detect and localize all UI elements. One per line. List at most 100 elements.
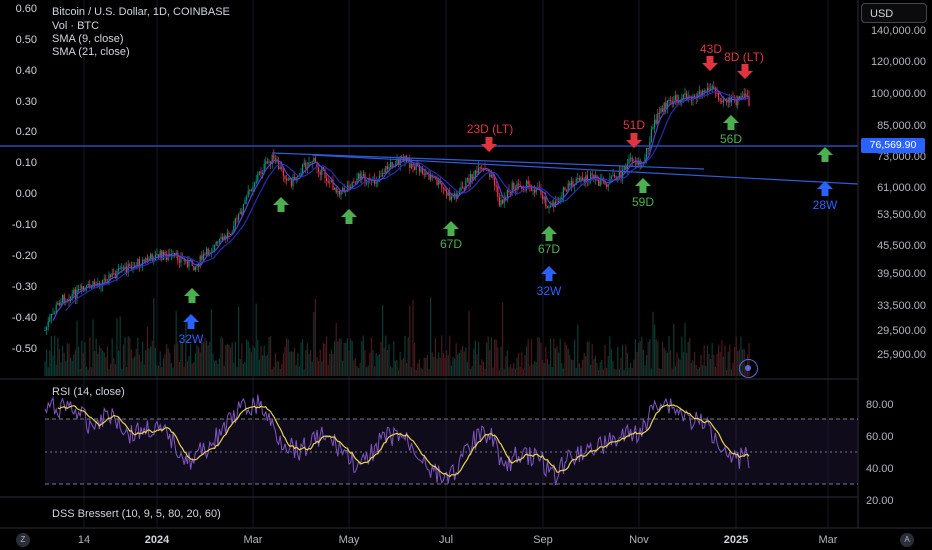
candle-body [329, 182, 331, 184]
volume-bar [306, 343, 308, 376]
rsi-axis-label: 20.00 [866, 495, 894, 507]
volume-bar [486, 342, 488, 376]
volume-bar [562, 368, 564, 376]
candle-body [254, 183, 256, 187]
zoom-reset-button[interactable]: Z [16, 533, 30, 547]
volume-bar [650, 368, 652, 376]
candle-body [668, 100, 670, 102]
volume-bar [322, 343, 324, 376]
candle-body [63, 294, 65, 303]
volume-bar [730, 369, 732, 376]
candle-body [630, 157, 632, 159]
volume-bar [556, 346, 558, 376]
volume-bar [734, 346, 736, 376]
candle-body [545, 196, 547, 207]
candle-body [183, 258, 185, 262]
candle-body [234, 218, 236, 227]
candle-body [631, 157, 633, 162]
volume-bar [335, 322, 337, 376]
candle-body [721, 100, 723, 103]
descending-trendline-upper[interactable] [271, 152, 705, 170]
candle-body [412, 164, 414, 167]
volume-bar [646, 354, 648, 376]
candle-body [591, 173, 593, 175]
volume-bar [727, 351, 729, 376]
candle-body [313, 157, 315, 162]
volume-bar [225, 345, 227, 376]
add-indicator-icon[interactable] [739, 359, 758, 378]
candle-body [674, 95, 676, 102]
candle-body [714, 88, 716, 93]
candle-body [535, 187, 537, 193]
volume-bar [554, 348, 556, 376]
volume-bar [66, 343, 68, 376]
volume-bar [538, 337, 540, 376]
candle-body [194, 266, 196, 271]
candle-body [735, 99, 737, 106]
volume-bar [500, 346, 502, 376]
volume-bar [444, 357, 446, 376]
volume-bar [270, 335, 272, 376]
volume-bar [311, 361, 313, 376]
candle-body [134, 265, 136, 268]
left-axis-label: 0.00 [16, 188, 37, 200]
candle-body [532, 189, 534, 191]
volume-bar [641, 336, 643, 376]
candle-body [318, 167, 320, 173]
green-up-arrow [341, 209, 357, 224]
volume-bar [289, 352, 291, 376]
candle-body [526, 180, 528, 190]
volume-bar [292, 351, 294, 376]
volume-bar [78, 346, 80, 376]
annotation-label: 32W [537, 284, 562, 298]
candle-body [479, 167, 481, 169]
volume-legend[interactable]: Vol · BTC [52, 20, 100, 32]
volume-bar [116, 318, 118, 376]
volume-bar [590, 364, 592, 376]
volume-bar [476, 354, 478, 376]
candle-body [657, 112, 659, 124]
candle-body [719, 99, 721, 101]
time-axis-label: Mar [244, 534, 263, 546]
candle-body [492, 174, 494, 178]
candle-body [442, 187, 444, 189]
rsi-legend[interactable]: RSI (14, close) [52, 386, 125, 398]
volume-bar [329, 353, 331, 376]
candle-body [212, 250, 214, 253]
candle-body [482, 167, 484, 169]
volume-bar [166, 344, 168, 376]
auto-scale-button[interactable]: A [900, 533, 914, 547]
candle-body [161, 250, 163, 260]
descending-trendline-lower[interactable] [311, 154, 859, 185]
volume-bar [369, 352, 371, 376]
symbol-title[interactable]: Bitcoin / U.S. Dollar, 1D, COINBASE [52, 6, 230, 18]
volume-bar [532, 364, 534, 376]
volume-bar [310, 349, 312, 376]
currency-button[interactable]: USD [861, 3, 927, 23]
volume-bar [484, 368, 486, 376]
trendlines[interactable] [0, 145, 859, 185]
green-up-arrow [635, 178, 651, 193]
candle-body [559, 198, 561, 200]
volume-bar [351, 341, 353, 376]
time-axis-label: Nov [629, 534, 649, 546]
volume-bar [604, 344, 606, 376]
volume-bar [690, 363, 692, 376]
volume-bar [649, 339, 651, 376]
volume-bar [303, 369, 305, 376]
candle-body [550, 206, 552, 208]
candle-body [302, 164, 304, 174]
sma21-legend[interactable]: SMA (21, close) [52, 46, 130, 58]
volume-bar [218, 358, 220, 376]
dss-legend[interactable]: DSS Bressert (10, 9, 5, 80, 20, 60) [52, 508, 221, 520]
volume-bar [719, 351, 721, 376]
volume-bar [473, 348, 475, 376]
volume-bar [122, 344, 124, 376]
volume-bar [63, 352, 65, 376]
volume-bar [50, 336, 52, 376]
volume-bar [671, 368, 673, 376]
candle-body [159, 250, 161, 258]
sma9-legend[interactable]: SMA (9, close) [52, 33, 124, 45]
candle-body [361, 176, 363, 180]
